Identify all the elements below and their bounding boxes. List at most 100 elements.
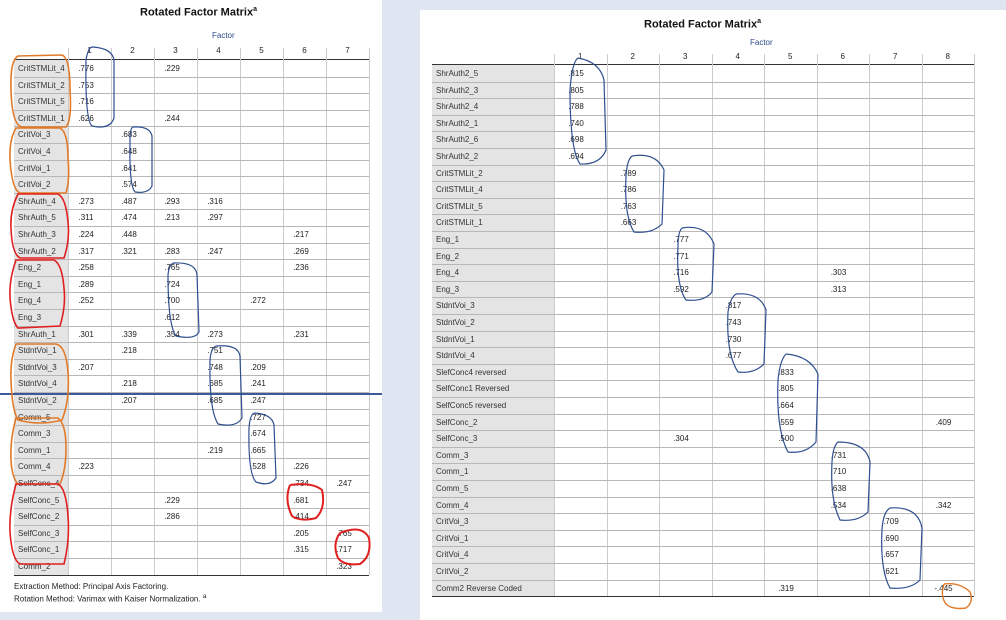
row-label: StdntVoi_4	[436, 351, 475, 361]
row-label: SlefConc4 reversed	[436, 367, 507, 377]
loading-value: .710	[830, 467, 847, 477]
loading-value: .765	[164, 263, 180, 273]
grid-vline	[68, 48, 69, 575]
row-rule	[14, 292, 369, 294]
row-label: Comm_3	[18, 429, 51, 439]
row-label: CritVoi_2	[18, 180, 51, 190]
loading-value: .354	[164, 329, 180, 339]
loading-value: .648	[121, 147, 137, 156]
loading-value: .241	[250, 379, 266, 389]
row-rule	[14, 425, 369, 427]
grid-vline	[554, 54, 555, 597]
column-header-4: 4	[216, 46, 221, 55]
row-rule	[14, 392, 369, 393]
left-table-title: Rotated Factor Matrixa	[140, 6, 257, 19]
row-rule	[14, 491, 369, 493]
row-label: CritVoi_4	[436, 550, 469, 560]
column-header-2: 2	[130, 46, 135, 55]
row-label: Comm2 Reverse Coded	[436, 583, 522, 593]
row-label: SelfConc_3	[18, 528, 60, 538]
loading-value: .641	[121, 163, 137, 173]
row-rule	[14, 441, 369, 443]
row-label: CritSTMLit_5	[436, 201, 483, 211]
row-rule	[432, 496, 974, 498]
loading-value: .592	[673, 284, 689, 294]
row-rule	[14, 76, 369, 78]
row-label: SelfConc_1	[18, 545, 60, 555]
header-rule	[14, 59, 369, 60]
loading-value: .716	[78, 97, 94, 107]
column-header-2: 2	[630, 52, 635, 61]
row-label: Comm_3	[436, 450, 469, 460]
row-rule	[14, 524, 369, 526]
row-label: CritSTMLit_1	[18, 113, 65, 123]
row-rule	[14, 126, 369, 128]
row-rule	[432, 397, 974, 398]
row-label: ShrAuth2_4	[436, 102, 479, 112]
right-factor-header: Factor	[750, 38, 773, 47]
loading-value: .315	[293, 545, 309, 555]
loading-value: .273	[207, 329, 223, 339]
row-label: StdntVoi_2	[436, 318, 475, 327]
row-label: CritSTMLit_2	[436, 168, 483, 178]
left-divider-line	[0, 393, 382, 395]
row-label: SelfConc_2	[18, 512, 60, 522]
loading-value: .805	[778, 384, 794, 394]
row-label: CritVoi_3	[18, 130, 51, 140]
loading-value: .788	[568, 102, 584, 112]
loading-value: .289	[78, 279, 94, 289]
loading-value: .731	[830, 450, 847, 460]
table-bottom-rule	[432, 596, 974, 598]
left-footnote-extraction: Extraction Method: Principal Axis Factor…	[14, 582, 169, 591]
left-footnote-rotation: Rotation Method: Varimax with Kaiser Nor…	[14, 593, 207, 604]
row-label: Comm_1	[18, 445, 51, 455]
row-rule	[14, 375, 369, 377]
row-rule	[14, 325, 369, 327]
row-rule	[14, 475, 369, 476]
row-label: StdntVoi_3	[18, 362, 57, 372]
loading-value: .690	[883, 533, 899, 543]
loading-value: .833	[778, 367, 794, 377]
column-header-3: 3	[683, 52, 688, 61]
row-rule	[432, 330, 974, 332]
row-rule	[14, 309, 369, 310]
loading-value: .414	[293, 512, 309, 522]
loading-value: .283	[164, 246, 180, 256]
loading-value: .559	[778, 417, 794, 427]
row-rule	[432, 81, 974, 83]
row-label: ShrAuth2_1	[436, 118, 479, 128]
loading-value: .663	[620, 218, 637, 228]
row-rule	[14, 342, 369, 344]
row-rule	[432, 529, 974, 531]
loading-value: .528	[250, 462, 266, 472]
loading-value: .313	[830, 284, 847, 294]
row-label: SelfConc_4	[18, 479, 60, 488]
loading-value: .207	[121, 396, 137, 405]
loading-value: .694	[568, 152, 584, 161]
row-label: CritSTMLit_5	[18, 97, 65, 107]
row-label: CritVoi_1	[436, 533, 469, 543]
row-rule	[432, 347, 974, 349]
loading-value: .247	[336, 479, 352, 488]
loading-value: .700	[164, 296, 180, 306]
row-rule	[432, 579, 974, 581]
column-header-8: 8	[945, 52, 950, 61]
loading-value: .273	[78, 196, 94, 206]
loading-value: .709	[883, 517, 899, 527]
row-label: CritVoi_3	[436, 517, 469, 527]
loading-value: .229	[164, 495, 180, 505]
left-factor-matrix-panel: Rotated Factor Matrixa Factor 1 2 3 4 5 6 7 Cri…	[0, 0, 382, 612]
row-rule	[432, 164, 974, 166]
grid-vline	[921, 54, 923, 597]
row-label: Eng_3	[436, 284, 460, 294]
loading-value: .771	[673, 251, 689, 261]
row-rule	[14, 242, 369, 244]
loading-value: .321	[121, 246, 137, 256]
loading-value: .786	[620, 185, 637, 195]
loading-value: .753	[78, 80, 94, 90]
loading-value: -.445	[934, 583, 953, 593]
loading-value: .748	[207, 362, 223, 372]
row-label: Eng_2	[18, 263, 42, 273]
row-rule	[14, 358, 369, 360]
row-label: Eng_1	[436, 235, 460, 244]
